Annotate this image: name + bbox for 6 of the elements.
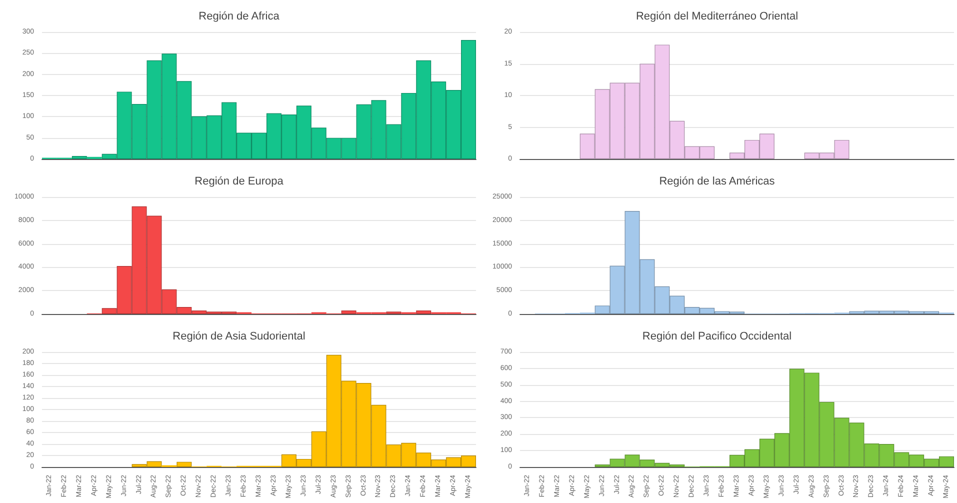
chart-title: Región de las Américas <box>659 176 776 188</box>
chart-title: Región del Mediterráneo Oriental <box>636 10 798 22</box>
chart-title: Región de Asia Sudoriental <box>172 330 306 342</box>
chart-title: Región del Pacifico Occidental <box>642 330 792 342</box>
chart-title: Región de Africa <box>198 10 280 22</box>
chart-title: Región de Europa <box>194 176 284 188</box>
